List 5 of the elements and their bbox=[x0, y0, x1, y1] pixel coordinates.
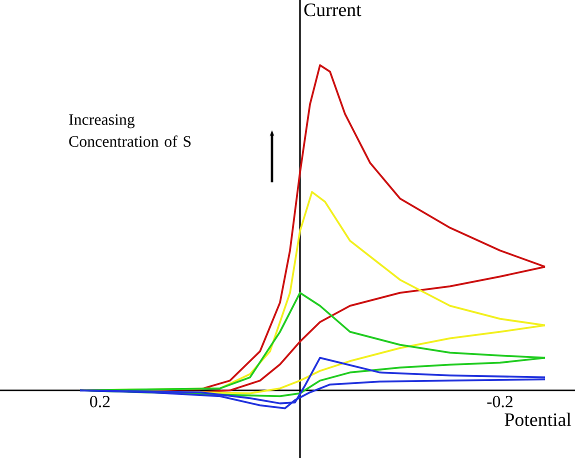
x-axis-title: Potential bbox=[504, 412, 572, 426]
x-tick-label: -0.2 bbox=[487, 396, 512, 408]
y-axis-title: Current bbox=[304, 4, 362, 16]
annotation: Increasing Concentration of S bbox=[69, 114, 191, 147]
x-tick-label: 0.2 bbox=[90, 396, 110, 408]
